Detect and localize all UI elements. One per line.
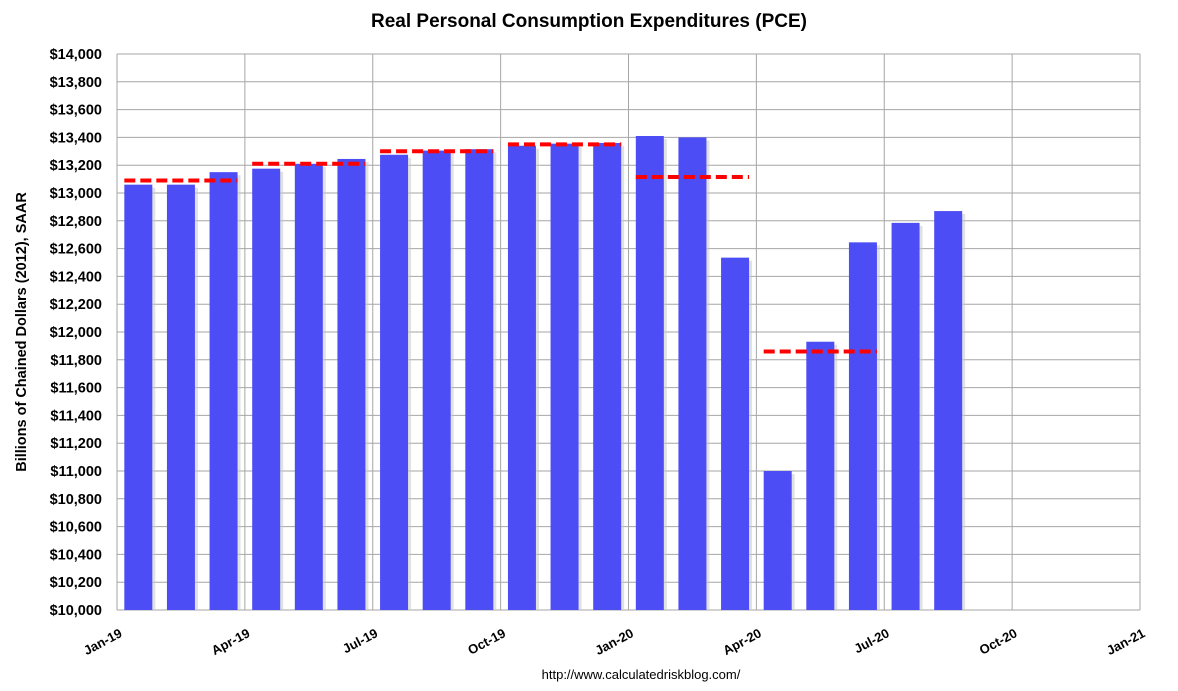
y-tick-label: $11,200: [50, 436, 102, 452]
x-tick-label: Jul-19: [340, 625, 380, 656]
bar-Jul-20: [891, 222, 920, 610]
y-tick-label: $10,800: [50, 492, 102, 508]
bar-May-19: [294, 163, 323, 610]
y-tick-label: $10,200: [50, 575, 102, 591]
y-tick-label: $10,400: [50, 547, 102, 563]
bar-Jan-19: [124, 184, 153, 610]
bars: [124, 136, 963, 611]
x-tick-label: Jan-19: [81, 625, 124, 658]
bar-Mar-20: [721, 257, 750, 610]
y-tick-label: $12,200: [50, 297, 102, 313]
x-tick-label: Apr-19: [209, 625, 252, 658]
bar-Jan-20: [635, 136, 664, 610]
grid: [116, 53, 1141, 611]
y-tick-label: $13,400: [50, 130, 102, 146]
x-tick-label: Oct-20: [977, 625, 1020, 657]
y-tick-label: $13,200: [50, 158, 102, 174]
x-tick-label: Jul-20: [851, 625, 891, 656]
bar-Sep-19: [465, 149, 494, 610]
y-tick-label: $13,000: [50, 186, 102, 202]
x-tick-label: Oct-19: [465, 625, 508, 657]
y-tick-label: $10,000: [50, 603, 102, 619]
y-tick-label: $12,400: [50, 269, 102, 285]
y-tick-label: $11,000: [50, 464, 102, 480]
y-axis-label: Billions of Chained Dollars (2012), SAAR: [14, 192, 30, 472]
y-tick-label: $12,000: [50, 325, 102, 341]
quarterly-average-lines: [124, 142, 877, 354]
x-tick-label: Jan-20: [592, 625, 635, 658]
bar-Feb-19: [166, 184, 195, 610]
y-tick-label: $11,800: [50, 353, 102, 369]
source-url: http://www.calculatedriskblog.com/: [542, 667, 741, 682]
bar-Nov-19: [550, 143, 579, 610]
bar-Jun-19: [337, 158, 366, 610]
bar-Aug-20: [934, 211, 963, 610]
y-tick-label: $12,800: [50, 214, 102, 230]
bar-Apr-19: [252, 168, 281, 611]
bar-Jun-20: [848, 242, 877, 610]
bar-Feb-20: [678, 137, 707, 610]
x-axis-ticks: Jan-19 Apr-19 Jul-19 Oct-19 Jan-20 Apr-20 Jul-…: [81, 625, 1147, 658]
y-tick-label: $11,600: [50, 381, 102, 397]
y-axis-ticks: $10,000 $10,200 $10,400 $10,600 $10,800 $11,0…: [50, 47, 102, 619]
bar-Aug-19: [422, 150, 451, 611]
bar-Jul-19: [380, 154, 409, 610]
chart-title: Real Personal Consumption Expenditures (…: [371, 11, 807, 32]
y-tick-label: $12,600: [50, 242, 102, 258]
bar-May-20: [806, 341, 835, 610]
x-tick-label: Apr-20: [720, 625, 763, 658]
y-tick-label: $10,600: [50, 520, 102, 536]
y-tick-label: $13,600: [50, 103, 102, 119]
bar-Dec-19: [593, 142, 622, 610]
bar-Apr-20: [763, 471, 792, 610]
y-tick-label: $11,400: [50, 408, 102, 424]
bar-Oct-19: [507, 145, 536, 611]
y-tick-label: $14,000: [50, 47, 102, 63]
y-tick-label: $13,800: [50, 75, 102, 91]
x-tick-label: Jan-21: [1104, 625, 1147, 658]
bar-Mar-19: [209, 172, 238, 610]
